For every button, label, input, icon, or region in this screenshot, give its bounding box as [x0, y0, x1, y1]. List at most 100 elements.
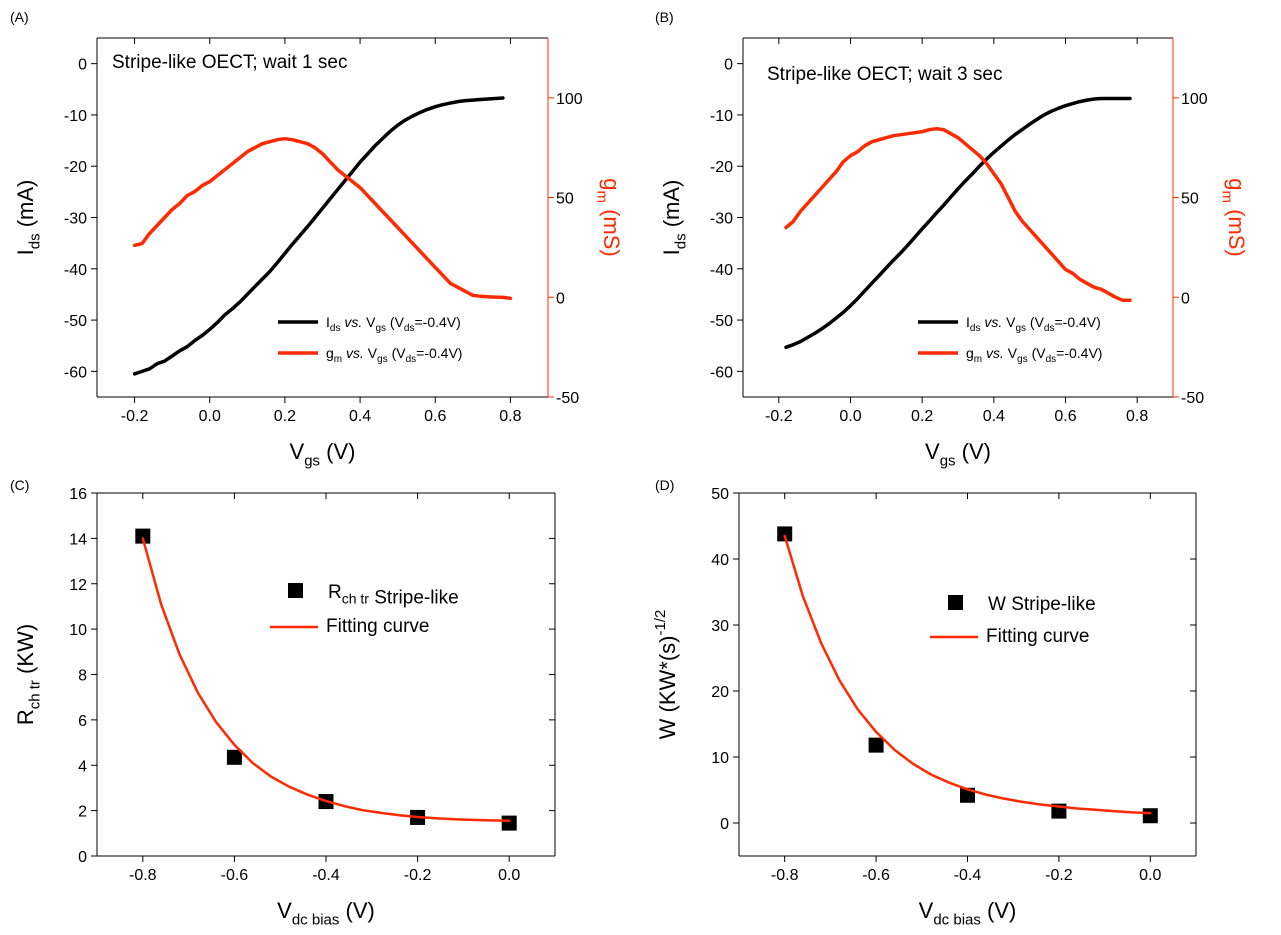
y2-axis-title-sub: m [1218, 190, 1235, 203]
y-tick-label: -40 [64, 262, 87, 279]
y-tick-label: -30 [64, 211, 87, 228]
x-axis-title-sub: dc bias [292, 912, 340, 929]
legend-label-paren: Stripe-like [369, 588, 459, 609]
panel-b: (B) -0.2 0.0 0.2 0.4 0.6 0.8 0 -10 -20 -30 -40 -50 -6… [655, 9, 1249, 470]
y2-axis-title-main: g [599, 178, 624, 190]
x-tick-label: 0.6 [1054, 408, 1076, 425]
legend-label-sub3: ds [404, 323, 415, 334]
y-axis-title-sub: ds [27, 233, 44, 249]
legend-label-sub3: ds [1046, 354, 1057, 365]
legend-label: Ids vs. Vgs (Vds=-0.4V) [326, 314, 461, 334]
y2-tick-label: 50 [556, 191, 574, 208]
y2-axis-title: gm (mS) [593, 178, 624, 257]
y-tick-label: 20 [711, 684, 729, 701]
y-axis-title-sup: -1/2 [652, 610, 669, 636]
y-axis-title-sub: ch tr [27, 680, 44, 709]
y2-axis-title-main: g [1224, 178, 1249, 190]
x-axis-title-main: V [919, 898, 934, 923]
x-tick-label: 0.0 [1139, 867, 1161, 884]
y-tick-label: -30 [710, 211, 733, 228]
y-tick-label: 50 [711, 486, 729, 503]
y-tick-label: 40 [711, 552, 729, 569]
panel-d: (D) -0.8 -0.6 -0.4 -0.2 0.0 0 10 20 30 40 50 Vdc bia… [652, 477, 1197, 929]
y-tick-label: 10 [69, 622, 87, 639]
legend-label-main: Fitting curve [986, 626, 1089, 647]
x-tick-label: -0.4 [312, 867, 340, 884]
legend-label-paren: (V [1026, 314, 1045, 330]
y-axis-title: Ids (mA) [13, 180, 44, 256]
y2-tick-label: -50 [556, 390, 579, 407]
x-tick-label: -0.6 [221, 867, 249, 884]
legend-label-main: W Stripe-like [988, 594, 1096, 615]
y-tick-label: 0 [724, 57, 733, 74]
panel-c: (C) -0.8 -0.6 -0.4 -0.2 0.0 0 2 4 6 8 10 12 14 16 Vdc b… [10, 477, 556, 929]
x-tick-label: -0.4 [954, 867, 982, 884]
y-axis-title-tail: (mA) [13, 180, 38, 234]
legend-label-v: V [1002, 314, 1016, 330]
legend-label: gm vs. Vgs (Vds=-0.4V) [326, 345, 462, 365]
legend-label-vs: vs. [340, 314, 362, 330]
x-tick-label: -0.6 [862, 867, 890, 884]
legend-label-v: V [364, 345, 378, 361]
legend-label-sub3: ds [1044, 323, 1055, 334]
y-axis-title: Ids (mA) [659, 180, 690, 256]
y-tick-label: 0 [78, 57, 87, 74]
y-tick-label: -20 [64, 159, 87, 176]
legend-label-paren: (V [388, 345, 407, 361]
data-point [226, 749, 242, 765]
y2-axis-title-sub: m [593, 190, 610, 203]
y-tick-label: -60 [710, 364, 733, 381]
y-tick-label: 6 [78, 713, 87, 730]
x-tick-label: 0.0 [199, 408, 221, 425]
x-tick-label: -0.2 [404, 867, 432, 884]
panel-label: (B) [655, 9, 674, 25]
y-tick-label: -40 [710, 262, 733, 279]
x-axis-title-main: V [290, 439, 305, 464]
y-axis-title-tail: (mA) [659, 180, 684, 234]
data-point [1142, 808, 1158, 824]
panel-label: (A) [10, 9, 29, 25]
y-tick-label: 16 [69, 486, 87, 503]
legend-label-main: I [966, 314, 970, 330]
panel-a: (A) -0.2 0.0 0.2 0.4 0.6 0.8 0 -10 -20 -30 -40 -50 -6… [10, 9, 624, 470]
series-line-2 [783, 534, 1152, 815]
y2-tick-label: 100 [556, 91, 583, 108]
legend-label-v: V [362, 314, 376, 330]
x-axis-title: Vgs (V) [925, 439, 991, 470]
y-axis-title-tail: (KW) [13, 624, 38, 680]
x-axis-title-tail: (V) [339, 898, 374, 923]
y-tick-label: 8 [78, 668, 87, 685]
x-axis-title-sub: gs [304, 453, 320, 470]
legend-label-value: =-0.4V) [416, 345, 462, 361]
legend-label-sub2: gs [1015, 323, 1026, 334]
x-tick-label: -0.2 [121, 408, 149, 425]
legend-marker [288, 583, 303, 598]
y2-tick-label: -50 [1181, 390, 1204, 407]
legend-label-main: R [328, 582, 342, 603]
legend-label-value: =-0.4V) [1054, 314, 1100, 330]
y2-tick-label: 100 [1181, 91, 1208, 108]
x-axis-title-tail: (V) [981, 898, 1016, 923]
data-point [777, 526, 793, 542]
y-tick-label: -50 [64, 313, 87, 330]
legend-label-sub3: ds [406, 354, 417, 365]
y-tick-label: 12 [69, 577, 87, 594]
legend-label-main: g [326, 345, 334, 361]
legend-label-main: Fitting curve [326, 616, 429, 637]
series-line-1 [132, 96, 505, 376]
y-tick-label: 30 [711, 618, 729, 635]
y2-tick-label: 0 [1181, 290, 1190, 307]
series-line-2 [132, 136, 513, 301]
y-axis-title-main: R [13, 709, 38, 725]
legend-label: W Stripe-like [988, 594, 1096, 615]
x-tick-label: -0.8 [129, 867, 157, 884]
y-tick-label: 0 [720, 816, 729, 833]
legend-label-sub: ds [970, 323, 981, 334]
x-tick-label: 0.4 [983, 408, 1005, 425]
legend-label: Rch tr Stripe-like [328, 582, 459, 609]
x-tick-label: 0.6 [424, 408, 446, 425]
x-axis-title-main: V [925, 439, 940, 464]
annotation: Stripe-like OECT; wait 3 sec [767, 64, 1002, 85]
x-axis-title-tail: (V) [956, 439, 991, 464]
legend-label-vs: vs. [980, 314, 1002, 330]
